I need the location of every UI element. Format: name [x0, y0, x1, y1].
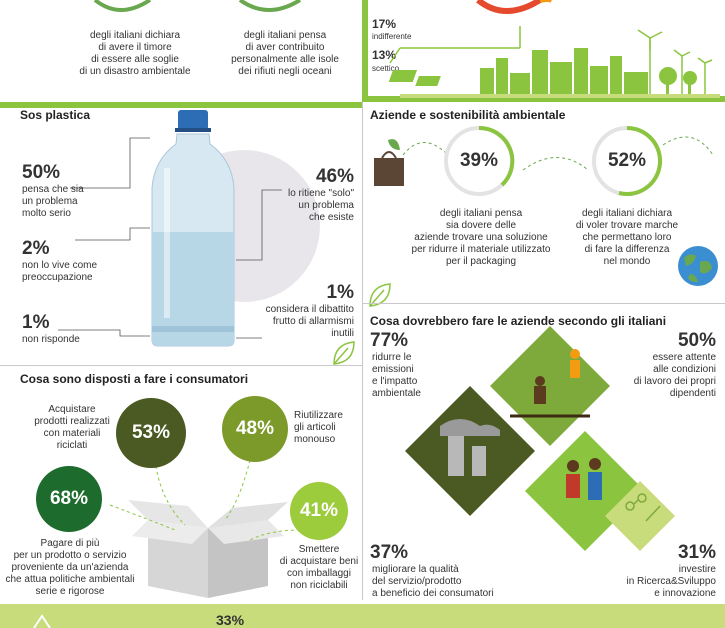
plastica-c-text: non risponde	[22, 334, 80, 345]
sos-plastica-title: Sos plastica	[20, 108, 91, 122]
consumatori-d-circle: 41%	[290, 482, 348, 540]
consumatori-c-circle: 68%	[36, 466, 102, 532]
cosa-b-pct: 50%	[677, 330, 716, 351]
horizontal-divider-left	[0, 365, 362, 366]
globe-icon	[678, 246, 718, 286]
consumatori-a-circle: 53%	[116, 398, 186, 468]
aziende-divider	[363, 303, 725, 304]
leaf-icon	[333, 341, 355, 365]
arc-gauge	[476, 0, 542, 14]
consumatori-a-pct: 53%	[131, 422, 171, 443]
green-city-illustration	[388, 26, 720, 98]
cosa-c-pct: 37%	[370, 542, 409, 563]
plastica-a-pct: 50%	[22, 162, 61, 183]
plastica-b-text: non lo vive come preoccupazione	[22, 260, 98, 283]
indiff-pct: 17%	[372, 17, 397, 31]
aziende-dashed-curves	[402, 136, 714, 171]
consumatori-b-pct: 48%	[235, 418, 275, 439]
consumatori-c-pct: 68%	[49, 488, 89, 509]
top-right-panel	[362, 0, 725, 102]
scett-label: scettico	[372, 64, 400, 73]
aziende-b-pct: 52%	[607, 150, 647, 171]
cosa-b-text: essere attente alle condizioni di lavoro …	[633, 352, 716, 399]
consumatori-b-text: Riutilizzare gli articoli monouso	[294, 410, 343, 445]
consumatori-d-pct: 41%	[299, 500, 339, 521]
aziende-a-text: degli italiani pensa sia dovere delle azie…	[411, 208, 551, 267]
aziende-b-text: degli italiani dichiara di voler trovare …	[575, 208, 679, 267]
consumatori-a-text: Acquistare prodotti realizzati con materi…	[34, 404, 110, 451]
bottom-band	[0, 604, 725, 628]
vertical-divider	[362, 102, 363, 600]
top-stat2-text: degli italiani pensa di aver contribuito …	[231, 30, 339, 77]
cosa-c-text: migliorare la qualità del servizio/prodot…	[372, 564, 494, 599]
open-box-illustration	[128, 500, 288, 598]
consumatori-b-circle: 48%	[222, 396, 288, 462]
aziende-a-arc	[478, 125, 515, 187]
plastica-c-pct: 1%	[22, 312, 50, 333]
consumatori-d-text: Smettere di acquistare beni con imballagg…	[279, 544, 359, 591]
bottom-pct: 33%	[216, 612, 245, 628]
top-stat1-text: degli italiani dichiara di avere il timor…	[79, 30, 191, 77]
arc-left	[93, 0, 152, 12]
plastica-e-pct: 1%	[326, 282, 354, 303]
top-panel	[0, 0, 362, 108]
aziende-b-arc	[618, 125, 663, 196]
bottom-triangle-icon	[33, 614, 51, 628]
diamond-illustrations	[405, 326, 675, 551]
cosa-d-text: investire in Ricerca&Sviluppo e innovazion…	[626, 564, 717, 599]
plastica-b-pct: 2%	[22, 238, 50, 259]
aziende-title: Aziende e sostenibilità ambientale	[370, 108, 566, 122]
plastic-bottle	[151, 110, 235, 347]
shopping-bag-icon	[374, 139, 404, 186]
plastica-e-text: considera il dibattito frutto di allarmis…	[265, 304, 354, 339]
plastica-connectors	[58, 137, 282, 339]
consumatori-title: Cosa sono disposti a fare i consumatori	[20, 372, 249, 386]
cosa-title: Cosa dovrebbero fare le aziende secondo …	[370, 314, 667, 328]
indiff-label: indifferente	[372, 32, 412, 41]
scett-pct: 13%	[372, 48, 397, 62]
leaf-icon-2	[369, 283, 391, 307]
aziende-a-pct: 39%	[459, 150, 499, 171]
cosa-d-pct: 31%	[677, 542, 716, 563]
cosa-a-pct: 77%	[370, 330, 409, 351]
plastica-d-pct: 46%	[315, 166, 354, 187]
cosa-a-text: ridurre le emissioni e l'impatto ambiental…	[372, 352, 421, 399]
arc-right	[238, 0, 302, 12]
plastica-d-text: lo ritiene "solo" un problema che esiste	[287, 188, 354, 223]
consumatori-c-text: Pagare di più per un prodotto o servizio p…	[5, 538, 135, 597]
top-circle-arcs	[93, 0, 552, 14]
plastica-a-text: pensa che sia un problema molto serio	[22, 184, 84, 219]
